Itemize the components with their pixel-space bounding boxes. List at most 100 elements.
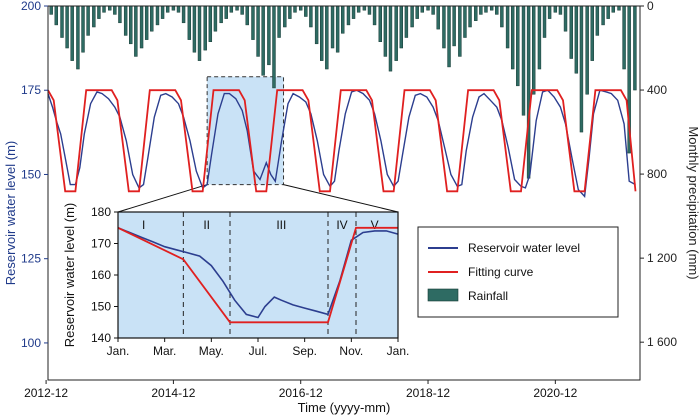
rainfall-bar [261, 5, 265, 76]
x-axis-title: Time (yyyy-mm) [298, 400, 391, 415]
phase-label: II [203, 218, 210, 232]
legend-label-water-level: Reservoir water level [468, 241, 580, 255]
rainfall-bar [86, 5, 90, 36]
y-axis-title: Reservoir water level (m) [3, 141, 18, 285]
water-level-line [47, 89, 636, 198]
rainfall-bar [399, 5, 403, 49]
rainfall-bar [229, 5, 234, 13]
inset-fitting-curve-line [117, 226, 398, 324]
rainfall-bar [547, 5, 552, 19]
rainfall-bar [585, 5, 589, 95]
rainfall-bar [304, 5, 308, 17]
phase-label: I [142, 218, 145, 232]
rainfall-bar [118, 5, 122, 24]
rainfall-bar [240, 5, 244, 15]
rainfall-bar [197, 5, 202, 61]
y-tick-label: 200 [21, 0, 41, 13]
rainfall-bar [500, 5, 504, 28]
rainfall-bar [113, 5, 117, 15]
rainfall-bar [611, 5, 615, 13]
rainfall-bar [617, 5, 621, 11]
rainfall-bar [526, 5, 531, 179]
rainfall-bar [579, 5, 584, 133]
rainfall-bar [76, 5, 80, 70]
rainfall-bar [129, 5, 133, 45]
rainfall-bar [563, 5, 568, 32]
rainfall-bar [181, 5, 186, 24]
rainfall-bar [123, 5, 128, 36]
rainfall-bar [320, 5, 324, 61]
phase-label: IV [336, 218, 347, 232]
rainfall-bar [495, 5, 499, 15]
rainfall-bar [356, 5, 361, 13]
main-plot-frame [47, 5, 641, 381]
rainfall-bar [267, 5, 271, 66]
rainfall-bar [558, 5, 563, 15]
rainfall-bar [219, 5, 223, 24]
fitting-curve-line [47, 89, 637, 193]
rainfall-bar [531, 5, 536, 95]
rainfall-bar [346, 5, 351, 26]
zoom-connector-left [117, 184, 208, 213]
rainfall-bar [436, 5, 440, 30]
rainfall-bar [378, 5, 382, 42]
rainfall-bar [251, 5, 255, 40]
rainfall-bar [415, 5, 419, 19]
rainfall-bar [314, 5, 319, 45]
x-tick-label: 2012-12 [24, 386, 68, 400]
rainfall-bar [601, 5, 605, 26]
inset-x-tick-label: May. [199, 344, 224, 358]
legend: Reservoir water level Fitting curve Rain… [417, 226, 619, 318]
rainfall-bar [208, 5, 213, 42]
rainfall-bar [102, 5, 106, 13]
rainfall-bar [516, 5, 520, 87]
rainfall-bar [442, 5, 446, 49]
phase-label: V [371, 218, 379, 232]
x-tick-label: 2020-12 [533, 386, 577, 400]
y-tick-label: 150 [21, 167, 41, 181]
rainfall-bar [341, 5, 345, 34]
rainfall-bar [171, 5, 176, 11]
inset-y-tick-label: 150 [91, 300, 111, 314]
y2-tick-label: 800 [647, 167, 667, 181]
inset-x-tick-label: Sep. [292, 344, 317, 358]
rainfall-bar [49, 5, 53, 15]
rainfall-bar [569, 5, 573, 59]
rainfall-bar [283, 5, 287, 28]
rainfall-bar [622, 5, 626, 70]
zoom-connector-right [283, 184, 399, 213]
rainfall-bar [65, 5, 69, 49]
y2-tick-label: 0 [647, 0, 654, 13]
legend-label-rainfall: Rainfall [468, 289, 508, 303]
inset-x-tick-label: Jan. [387, 344, 410, 358]
rainfall-bars [49, 5, 637, 179]
rainfall-bar [192, 5, 197, 53]
rainfall-bar [288, 5, 292, 19]
rainfall-bar [606, 5, 610, 19]
rainfall-bar [553, 5, 558, 13]
rainfall-bar [383, 5, 388, 57]
x-tick-label: 2016-12 [279, 386, 323, 400]
inset-x-tick-label: Nov. [339, 344, 363, 358]
main-series-lines [47, 89, 637, 198]
rainfall-bar [458, 5, 462, 57]
rainfall-bar [235, 5, 239, 11]
main-axes: 100 125 150 175 200 0 400 800 1 200 1 600 2012-12 2… [21, 0, 677, 400]
inset-x-tick-label: Jan. [107, 344, 130, 358]
rainfall-bar [410, 5, 414, 28]
rainfall-bar [293, 5, 297, 13]
rainfall-bar [92, 5, 96, 28]
rainfall-bar [394, 5, 398, 61]
rainfall-bar [309, 5, 313, 28]
legend-swatch-rainfall [427, 288, 459, 302]
rainfall-bar [431, 5, 435, 15]
inset-y-tick-label: 170 [91, 237, 111, 251]
rainfall-bar [468, 5, 472, 28]
rainfall-bar [325, 5, 329, 70]
rainfall-bar [595, 5, 600, 36]
rainfall-bar [81, 5, 85, 53]
rainfall-bar [479, 5, 483, 15]
rainfall-bar [155, 5, 160, 26]
rainfall-bar [176, 5, 181, 13]
